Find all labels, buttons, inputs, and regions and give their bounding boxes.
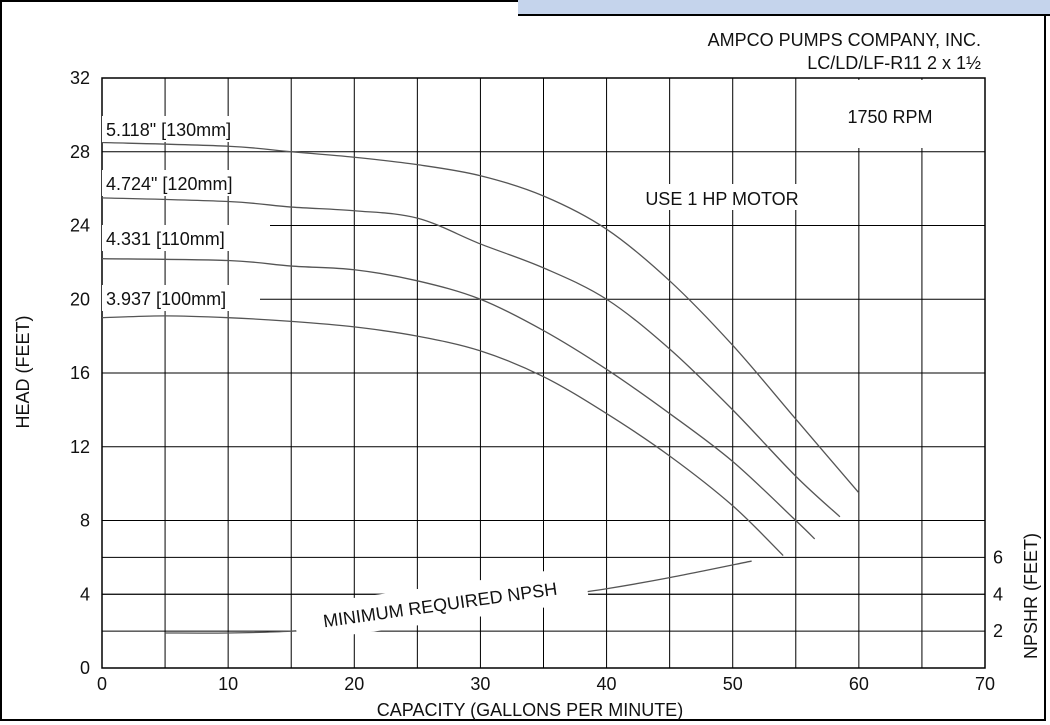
x-tick-label: 30 xyxy=(470,674,490,694)
y-tick-label: 32 xyxy=(70,68,90,88)
y2-tick-label: 6 xyxy=(993,547,1003,567)
y-tick-label: 4 xyxy=(80,584,90,604)
y-tick-label: 28 xyxy=(70,142,90,162)
y-tick-label: 20 xyxy=(70,289,90,309)
x-tick-label: 0 xyxy=(97,674,107,694)
header-accent-bar xyxy=(518,0,1050,16)
x-tick-label: 10 xyxy=(218,674,238,694)
x-tick-label: 40 xyxy=(597,674,617,694)
y-tick-label: 12 xyxy=(70,437,90,457)
label-bg xyxy=(102,116,270,142)
model-name: LC/LD/LF-R11 2 x 1½ xyxy=(807,53,981,73)
x-tick-label: 20 xyxy=(344,674,364,694)
y2-axis-label: NPSHR (FEET) xyxy=(1021,533,1041,659)
y-tick-label: 24 xyxy=(70,216,90,236)
series-line-2 xyxy=(101,258,816,540)
chart-curves xyxy=(101,141,860,634)
x-tick-label: 60 xyxy=(849,674,869,694)
label-bg xyxy=(102,225,270,251)
series-line-1 xyxy=(101,197,841,518)
motor-note-bg xyxy=(624,184,820,210)
y-tick-label: 16 xyxy=(70,363,90,383)
y2-tick-label: 4 xyxy=(993,584,1003,604)
label-bg xyxy=(102,170,270,196)
y-tick-label: 0 xyxy=(80,658,90,678)
x-tick-label: 70 xyxy=(975,674,995,694)
y2-tick-label: 2 xyxy=(993,621,1003,641)
rpm-box xyxy=(799,80,983,148)
series-line-3 xyxy=(101,315,784,556)
npsh-label-bg xyxy=(292,565,590,643)
curve-label-110mm: 4.331 [110mm] xyxy=(106,229,225,249)
series-line-0 xyxy=(101,141,860,494)
company-name: AMPCO PUMPS COMPANY, INC. xyxy=(708,30,981,50)
x-tick-label: 50 xyxy=(723,674,743,694)
rpm-label: 1750 RPM xyxy=(847,107,932,127)
motor-note: USE 1 HP MOTOR xyxy=(645,189,798,209)
y-tick-label: 8 xyxy=(80,511,90,531)
curve-label-100mm: 3.937 [100mm] xyxy=(106,289,226,309)
y-axis-label: HEAD (FEET) xyxy=(13,315,33,428)
plot-border xyxy=(101,77,986,669)
curve-label-120mm: 4.724" [120mm] xyxy=(106,174,232,194)
label-bg xyxy=(102,285,260,311)
x-axis-label: CAPACITY (GALLONS PER MINUTE) xyxy=(377,700,683,720)
curve-label-130mm: 5.118" [130mm] xyxy=(106,120,231,140)
